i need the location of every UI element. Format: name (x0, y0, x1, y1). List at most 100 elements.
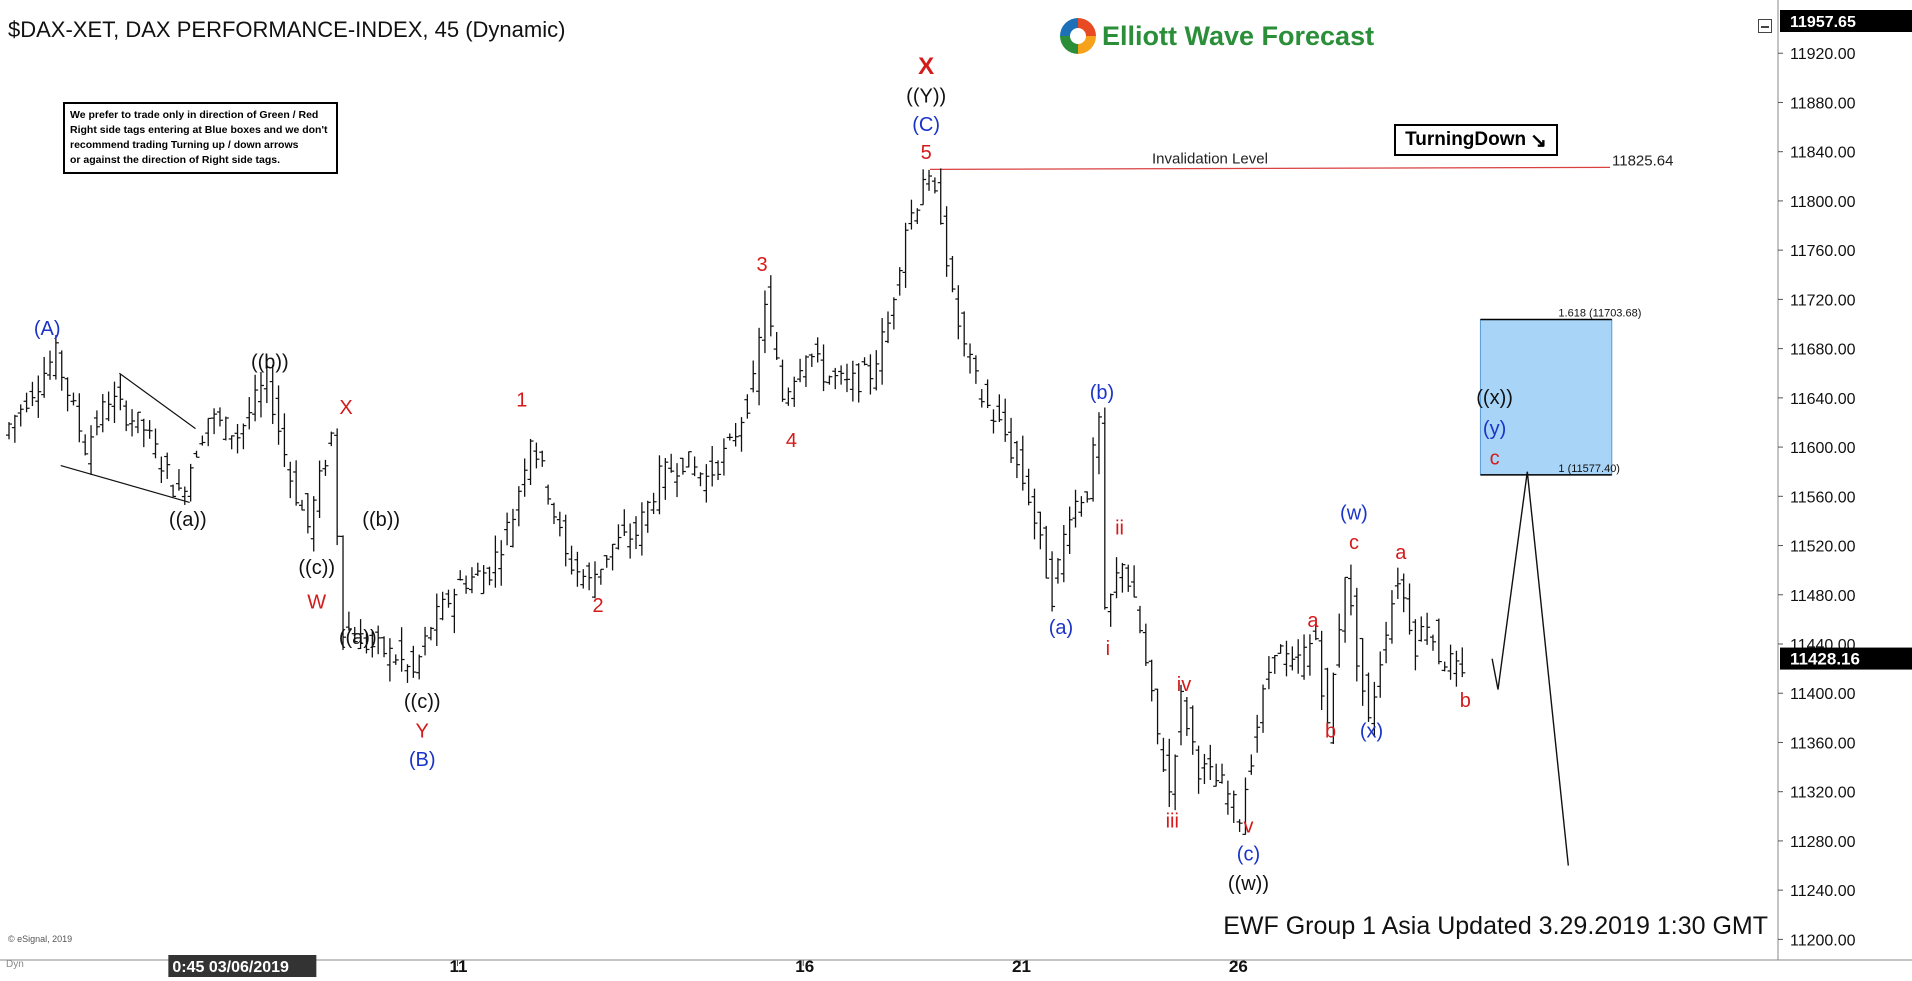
wave-label: Y (416, 721, 429, 743)
y-tick-label: 11280.00 (1790, 834, 1856, 851)
copyright-text: © eSignal, 2019 (8, 934, 73, 944)
y-tick-label: 11880.00 (1790, 95, 1856, 112)
x-tick-label: 16 (795, 957, 814, 976)
logo-icon (1060, 18, 1096, 54)
wave-label: a (1395, 542, 1407, 564)
wave-label: (b) (1090, 382, 1114, 404)
y-tick-label: 11760.00 (1790, 243, 1856, 260)
price-bars (6, 168, 1466, 835)
note-line: We prefer to trade only in direction of … (70, 109, 319, 121)
chart-frame (0, 0, 1912, 961)
wave-label: ((b)) (362, 509, 400, 531)
current-price-tag (1780, 647, 1912, 670)
x-tick-label: 0:45 03/06/2019 (172, 959, 289, 976)
wave-label: c (1490, 447, 1500, 469)
turning-label: TurningDown (1405, 129, 1527, 150)
y-tick-label: 11200.00 (1790, 932, 1856, 949)
wave-label: ((w)) (1228, 873, 1269, 895)
wave-label: W (307, 591, 326, 613)
wave-labels: (A) ((b)) ((a)) X ((b)) ((c)) W ((a)) ((c)) Y (B) 1… (34, 53, 1513, 895)
wave-label: ((Y)) (906, 85, 946, 107)
wave-label: i (1106, 638, 1110, 660)
wave-label: 3 (757, 254, 768, 276)
y-tick-label: 11920.00 (1790, 46, 1856, 63)
x-axis: 0:45 03/06/2019 11 16 21 26 Dyn (6, 955, 1248, 977)
down-right-arrow-icon: ↘ (1530, 129, 1547, 152)
trendlines (60, 372, 196, 504)
wave-label: (A) (34, 318, 61, 340)
y-tick-label: 11320.00 (1790, 785, 1856, 802)
y-tick-label: 11720.00 (1790, 292, 1856, 309)
top-price-tag (1780, 10, 1912, 32)
y-tick-label: 11360.00 (1790, 735, 1856, 752)
wave-label: b (1325, 721, 1336, 743)
projection-path (1491, 471, 1570, 866)
wave-label: 4 (786, 430, 797, 452)
trading-note: We prefer to trade only in direction of … (63, 102, 338, 174)
wave-label: ((c)) (298, 557, 335, 579)
y-tick-label: 11680.00 (1790, 342, 1856, 359)
note-line: Right side tags entering at Blue boxes a… (70, 124, 328, 136)
wave-label: 2 (592, 595, 603, 617)
chart-title: $DAX-XET, DAX PERFORMANCE-INDEX, 45 (Dyn… (8, 17, 566, 42)
y-tick-label: 11640.00 (1790, 391, 1856, 408)
y-tick-label: 11480.00 (1790, 588, 1856, 605)
note-line: or against the direction of Right side t… (70, 154, 281, 166)
wave-label: ((b)) (251, 351, 289, 373)
y-tick-label: 11800.00 (1790, 194, 1856, 211)
y-axis: 11200.00 11240.00 11280.00 11320.00 11360.00… (1778, 10, 1912, 949)
wave-label: ((c)) (404, 691, 441, 713)
wave-label: c (1349, 532, 1359, 554)
box-lower-label: 1 (11577.40) (1558, 463, 1620, 475)
invalidation-line (930, 166, 1611, 170)
turning-down-badge: TurningDown ↘ (1394, 124, 1558, 156)
invalidation-value: 11825.64 (1612, 152, 1673, 169)
x-tick-label: 21 (1012, 957, 1031, 976)
wave-label: (x) (1360, 721, 1383, 743)
wave-label: (y) (1483, 418, 1506, 440)
wave-label: iv (1177, 674, 1191, 696)
current-price-label: 11428.16 (1790, 650, 1860, 669)
wave-label: 1 (516, 389, 527, 411)
logo-text: Elliott Wave Forecast (1102, 20, 1375, 51)
top-price-label: 11957.65 (1790, 14, 1856, 31)
wave-label: a (1307, 610, 1319, 632)
wave-label: b (1460, 690, 1471, 712)
projection-line (1491, 471, 1570, 866)
trendline (60, 464, 190, 504)
invalidation-label: Invalidation Level (1152, 150, 1268, 167)
wave-label: X (339, 397, 352, 419)
x-date-tag (168, 955, 317, 977)
update-footer: EWF Group 1 Asia Updated 3.29.2019 1:30 … (1223, 912, 1768, 940)
y-tick-label: 11400.00 (1790, 686, 1856, 703)
trendline (118, 372, 196, 430)
wave-label: ((a)) (169, 509, 207, 531)
wave-label: (B) (409, 749, 436, 771)
window-icon[interactable] (1758, 19, 1772, 33)
wave-label: (w) (1340, 503, 1368, 525)
wave-label: (a) (1049, 617, 1073, 639)
wave-label: iii (1166, 810, 1179, 832)
x-tick-label: 11 (450, 957, 468, 976)
wave-label: 5 (921, 142, 932, 164)
x-tick-label: 26 (1229, 957, 1248, 976)
y-tick-label: 11240.00 (1790, 883, 1856, 900)
wave-label: ((a)) (339, 627, 377, 649)
wave-label: ii (1115, 517, 1124, 539)
y-tick-label: 11600.00 (1790, 440, 1856, 457)
blue-box-rect (1479, 318, 1613, 476)
y-tick-label: 11560.00 (1790, 489, 1856, 506)
dyn-label: Dyn (6, 959, 24, 970)
y-tick-label: 11840.00 (1790, 145, 1856, 162)
wave-label: (C) (912, 114, 940, 136)
box-upper-label: 1.618 (11703.68) (1558, 307, 1641, 319)
brand-logo: Elliott Wave Forecast (1060, 16, 1374, 56)
note-line: recommend trading Turning up / down arro… (70, 139, 299, 151)
wave-label: (c) (1237, 844, 1260, 866)
wave-label: X (918, 53, 934, 80)
wave-label: ((x)) (1476, 387, 1513, 409)
target-blue-box: 1.618 (11703.68) 1 (11577.40) (1479, 307, 1641, 476)
y-tick-label: 11520.00 (1790, 539, 1856, 556)
invalidation-level: Invalidation Level 11825.64 (930, 150, 1673, 170)
